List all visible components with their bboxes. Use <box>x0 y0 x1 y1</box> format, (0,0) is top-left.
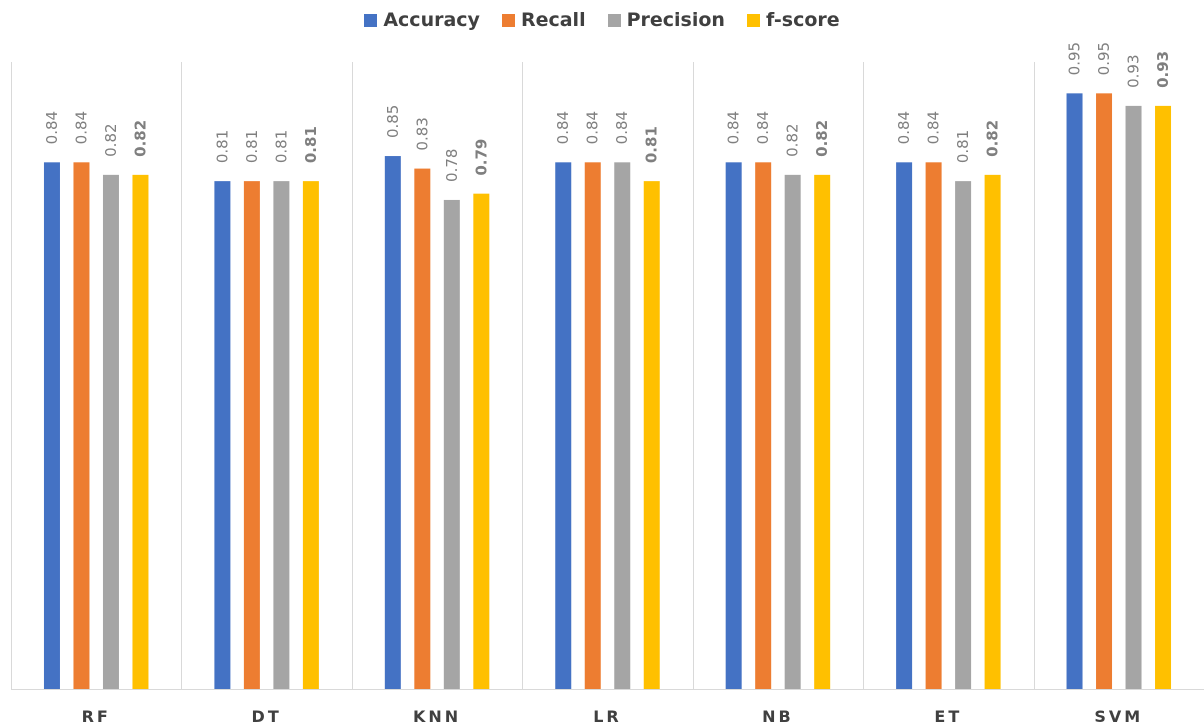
legend-swatch-f-score <box>746 13 760 27</box>
bar-recall-lr <box>584 162 601 689</box>
data-label: 0.84 <box>72 111 90 144</box>
bar-recall-knn <box>414 168 431 690</box>
data-label: 0.93 <box>1154 51 1172 88</box>
bar-f-score-lr <box>643 181 660 689</box>
bar-precision-nb <box>784 174 801 690</box>
bar-f-score-dt <box>302 181 319 689</box>
legend-item-accuracy: Accuracy <box>364 8 480 32</box>
data-label: 0.82 <box>102 123 120 156</box>
data-label: 0.95 <box>1095 42 1113 75</box>
bar-recall-dt <box>243 181 260 689</box>
bar-accuracy-nb <box>725 162 742 689</box>
bar-recall-svm <box>1096 93 1113 690</box>
bar-f-score-svm <box>1155 105 1172 689</box>
data-label: 0.81 <box>643 126 661 163</box>
bar-f-score-et <box>984 174 1001 690</box>
chart-legend: Accuracy Recall Precision f-score <box>0 8 1204 32</box>
data-label: 0.85 <box>384 105 402 138</box>
bar-accuracy-svm <box>1066 93 1083 690</box>
legend-swatch-accuracy <box>364 13 378 27</box>
data-label: 0.81 <box>954 130 972 163</box>
data-label: 0.83 <box>413 117 431 150</box>
data-label: 0.78 <box>443 149 461 182</box>
x-tick-label: ET <box>934 707 962 726</box>
data-label: 0.81 <box>272 130 290 163</box>
data-label: 0.84 <box>43 111 61 144</box>
data-label: 0.79 <box>472 139 490 176</box>
bar-precision-knn <box>443 199 460 689</box>
x-tick-label: NB <box>762 707 794 726</box>
legend-label-recall: Recall <box>520 9 586 31</box>
bar-precision-dt <box>273 181 290 689</box>
bar-precision-svm <box>1125 105 1142 689</box>
data-label: 0.84 <box>613 111 631 144</box>
x-tick-label: SVM <box>1094 707 1143 726</box>
bar-recall-et <box>925 162 942 689</box>
bar-f-score-rf <box>132 174 149 690</box>
bar-precision-et <box>955 181 972 689</box>
bar-f-score-nb <box>814 174 831 690</box>
legend-label-f-score: f-score <box>765 9 840 31</box>
data-label: 0.93 <box>1125 54 1143 87</box>
x-tick-label: KNN <box>413 707 461 726</box>
data-label: 0.84 <box>725 111 743 144</box>
data-label: 0.84 <box>925 111 943 144</box>
legend-swatch-precision <box>607 13 621 27</box>
bar-accuracy-knn <box>384 156 401 690</box>
data-label: 0.81 <box>213 130 231 163</box>
data-label: 0.82 <box>131 120 149 157</box>
legend-item-recall: Recall <box>501 8 586 32</box>
legend-item-f-score: f-score <box>746 8 840 32</box>
bar-accuracy-rf <box>43 162 60 689</box>
data-label: 0.82 <box>984 120 1002 157</box>
data-label: 0.84 <box>754 111 772 144</box>
bar-precision-lr <box>614 162 631 689</box>
data-label: 0.84 <box>584 111 602 144</box>
x-tick-label: DT <box>252 707 282 726</box>
bar-precision-rf <box>102 174 119 690</box>
bar-recall-nb <box>755 162 772 689</box>
bar-f-score-knn <box>473 193 490 690</box>
bar-accuracy-dt <box>214 181 231 689</box>
legend-swatch-recall <box>501 13 515 27</box>
bar-recall-rf <box>73 162 90 689</box>
data-label: 0.82 <box>813 120 831 157</box>
data-label: 0.81 <box>243 130 261 163</box>
x-tick-label: RF <box>82 707 111 726</box>
data-label: 0.95 <box>1066 42 1084 75</box>
bar-accuracy-et <box>896 162 913 689</box>
legend-label-precision: Precision <box>626 9 725 31</box>
data-label: 0.82 <box>784 123 802 156</box>
x-tick-label: LR <box>593 707 622 726</box>
legend-item-precision: Precision <box>607 8 725 32</box>
data-label: 0.84 <box>895 111 913 144</box>
data-label: 0.84 <box>554 111 572 144</box>
data-label: 0.81 <box>302 126 320 163</box>
bar-accuracy-lr <box>555 162 572 689</box>
legend-label-accuracy: Accuracy <box>383 9 480 31</box>
